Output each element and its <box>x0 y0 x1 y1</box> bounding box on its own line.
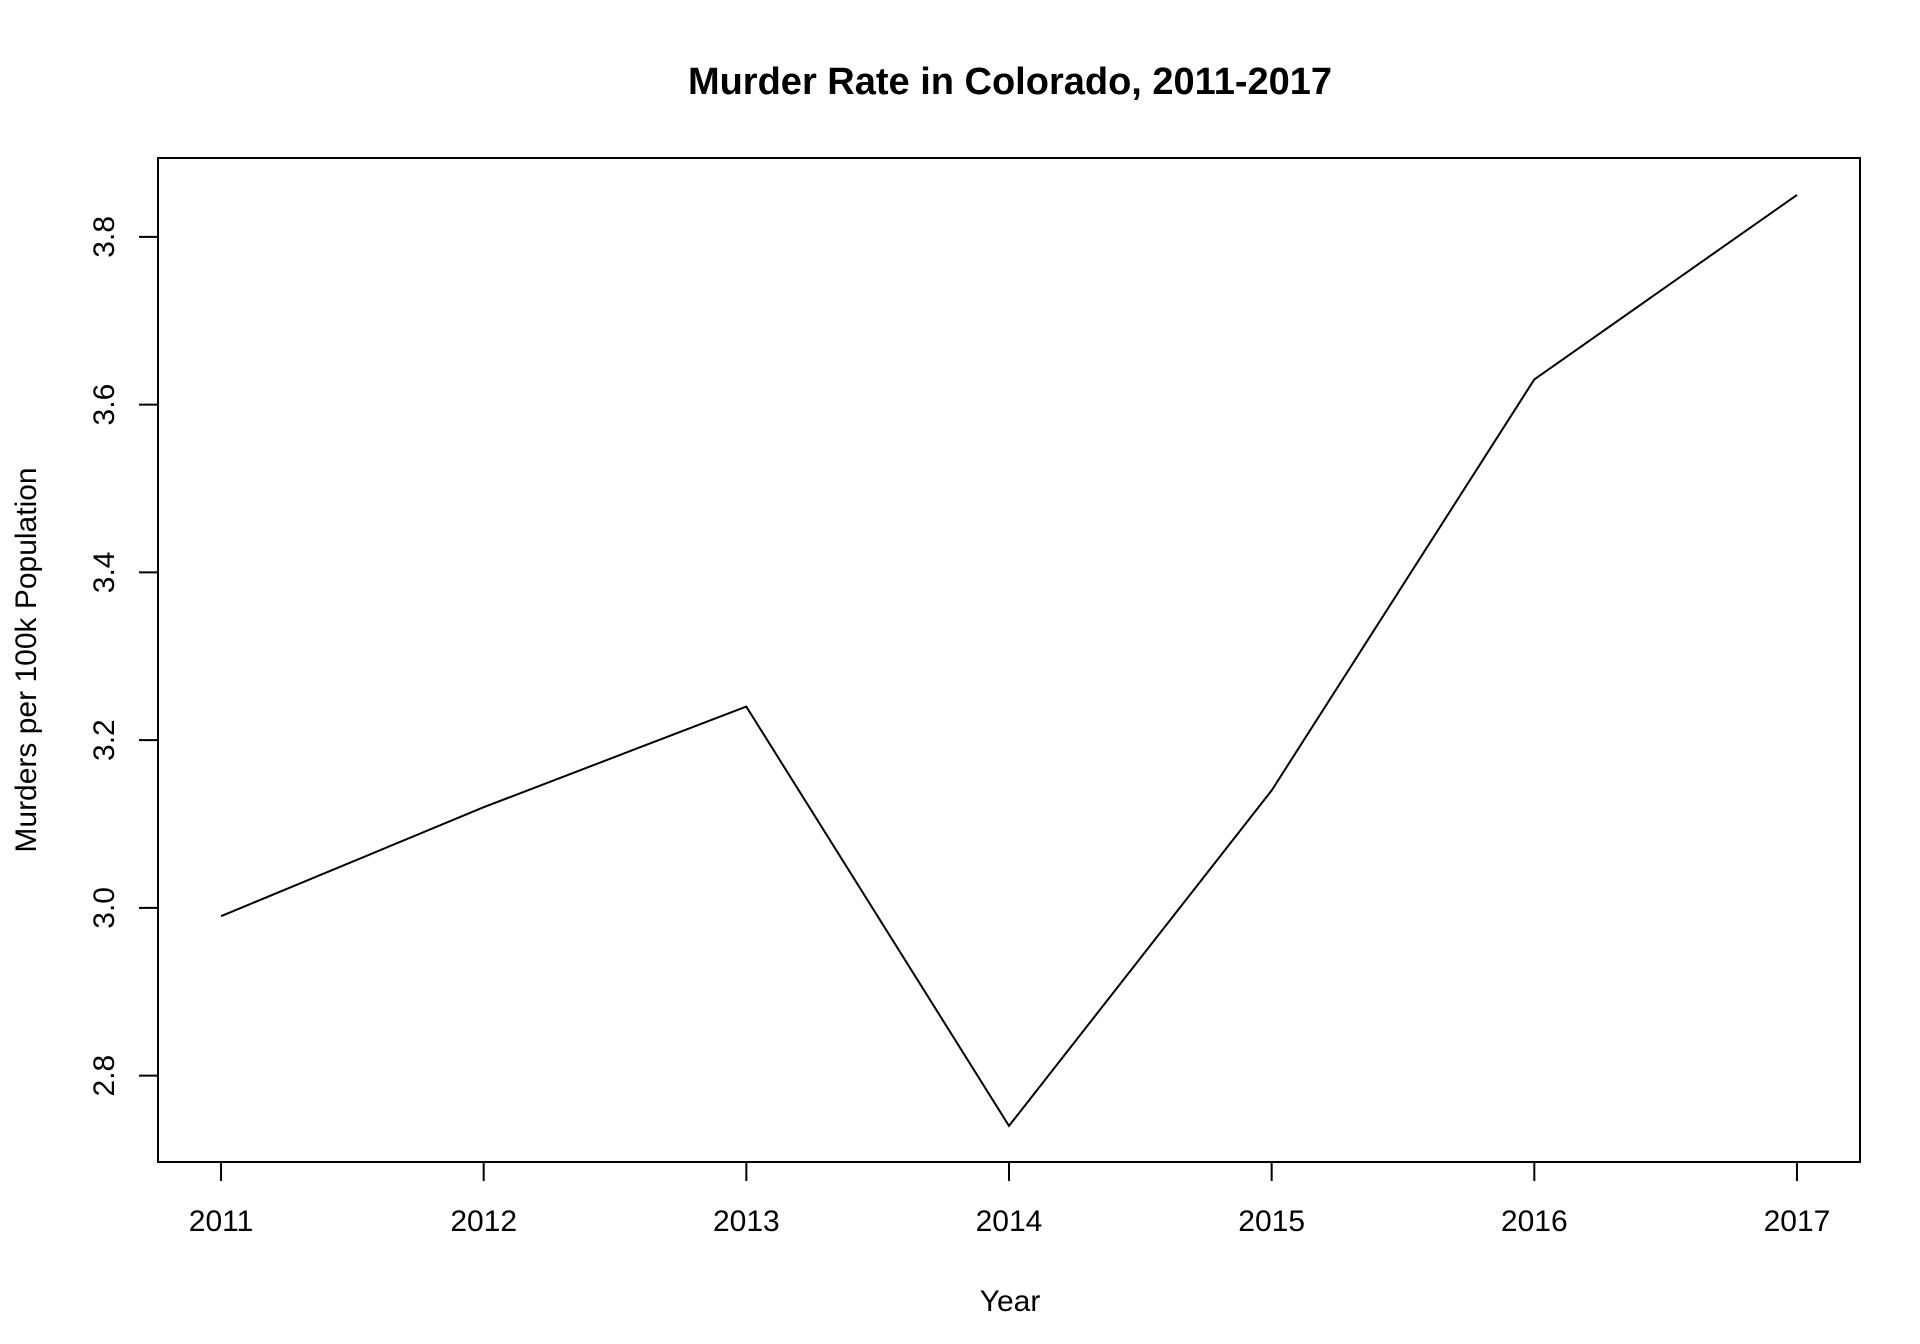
y-tick-label: 3.0 <box>88 887 121 929</box>
x-tick-label: 2013 <box>713 1205 780 1238</box>
y-tick-label: 3.2 <box>88 719 121 761</box>
y-tick-label: 3.6 <box>88 384 121 426</box>
y-tick-label: 3.8 <box>88 216 121 258</box>
chart-title: Murder Rate in Colorado, 2011-2017 <box>688 61 1332 103</box>
y-tick-label: 2.8 <box>88 1055 121 1097</box>
x-tick-label: 2017 <box>1764 1205 1831 1238</box>
series-line <box>220 194 1798 1128</box>
x-tick-label: 2014 <box>976 1205 1043 1238</box>
y-tick-label: 3.4 <box>88 551 121 593</box>
x-axis: 2011 2012 2013 2014 2015 2016 2017 <box>189 1161 1831 1238</box>
x-tick-label: 2015 <box>1238 1205 1305 1238</box>
x-axis-label: Year <box>980 1285 1041 1318</box>
x-tick-label: 2012 <box>450 1205 517 1238</box>
x-tick-label: 2016 <box>1501 1205 1568 1238</box>
x-tick-label: 2011 <box>189 1205 254 1238</box>
y-axis: 2.8 3.0 3.2 3.4 3.6 3.8 <box>88 216 159 1097</box>
y-axis-label: Murders per 100k Population <box>10 467 43 852</box>
